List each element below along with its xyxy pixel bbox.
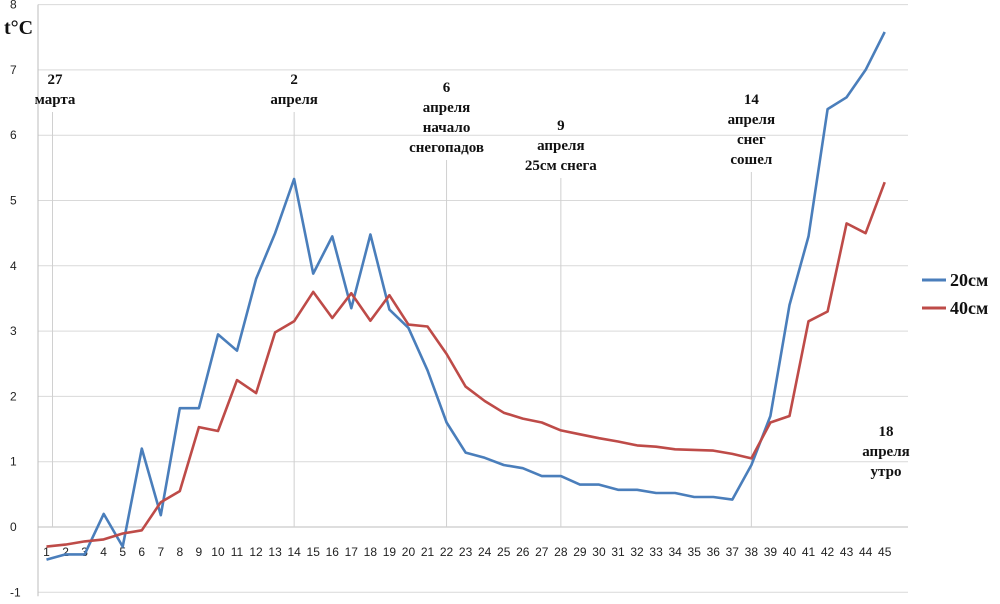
series-line-1 xyxy=(46,31,886,561)
x-tick-label: 21 xyxy=(421,545,435,559)
y-tick-label: 8 xyxy=(10,0,17,12)
annotation-text: снег xyxy=(737,132,766,148)
x-tick-label: 36 xyxy=(707,545,721,559)
annotations: 27 марта 2 апреля 6 апреля начало снегопадов 9 ап… xyxy=(35,72,910,527)
annotation-text: 25см снега xyxy=(525,158,597,174)
annotation-text: утро xyxy=(871,464,902,480)
x-tick-label: 42 xyxy=(821,545,835,559)
x-tick-label: 5 xyxy=(119,545,126,559)
x-tick-labels: 1 2 3 4 5 6 7 8 9 10 11 12 13 14 15 16 17 18 19 20 21 22 23 24 2… xyxy=(43,545,892,559)
x-tick-label: 33 xyxy=(649,545,663,559)
legend: 20см 40см xyxy=(922,270,988,318)
x-tick-label: 6 xyxy=(138,545,145,559)
y-tick-label: 2 xyxy=(10,389,17,403)
annotation-text: 9 xyxy=(557,118,565,134)
x-tick-label: 31 xyxy=(611,545,625,559)
x-tick-label: 19 xyxy=(383,545,397,559)
x-tick-label: 1 xyxy=(43,545,50,559)
annotation-text: 6 xyxy=(443,80,451,96)
x-tick-label: 15 xyxy=(307,545,321,559)
series-line-2 xyxy=(46,181,886,548)
legend-label: 40см xyxy=(950,298,988,318)
annotation-text: апреля xyxy=(862,444,909,460)
x-tick-label: 28 xyxy=(554,545,568,559)
x-tick-label: 38 xyxy=(745,545,759,559)
x-tick-label: 37 xyxy=(726,545,740,559)
x-tick-label: 30 xyxy=(592,545,606,559)
annotation-text: начало xyxy=(423,120,471,136)
annotation-text: снегопадов xyxy=(409,140,484,156)
annotation-text: 2 xyxy=(290,72,298,88)
x-tick-label: 7 xyxy=(157,545,164,559)
x-tick-label: 18 xyxy=(364,545,378,559)
x-tick-label: 45 xyxy=(878,545,892,559)
x-tick-label: 24 xyxy=(478,545,492,559)
annotation-text: апреля xyxy=(728,112,775,128)
x-tick-label: 23 xyxy=(459,545,473,559)
y-tick-label: 5 xyxy=(10,194,17,208)
x-tick-label: 11 xyxy=(231,545,244,559)
x-tick-label: 14 xyxy=(287,545,301,559)
annotation-text: апреля xyxy=(537,138,584,154)
annotation-text: апреля xyxy=(270,92,317,108)
x-tick-label: 10 xyxy=(211,545,225,559)
x-tick-label: 9 xyxy=(196,545,203,559)
y-axis-label: t°C xyxy=(4,17,33,39)
legend-label: 20см xyxy=(950,270,988,290)
y-tick-label: 1 xyxy=(10,455,17,469)
annotation-text: сошел xyxy=(730,152,772,168)
x-tick-label: 40 xyxy=(783,545,797,559)
x-tick-label: 20 xyxy=(402,545,416,559)
x-tick-label: 29 xyxy=(573,545,587,559)
y-tick-label: 4 xyxy=(10,259,17,273)
x-tick-label: 12 xyxy=(249,545,263,559)
x-tick-label: 43 xyxy=(840,545,854,559)
annotation-text: 27 xyxy=(48,72,64,88)
x-tick-label: 4 xyxy=(100,545,107,559)
annotation-text: апреля xyxy=(423,100,470,116)
annotation-text: 18 xyxy=(879,424,894,440)
x-tick-label: 35 xyxy=(688,545,702,559)
x-tick-label: 16 xyxy=(326,545,340,559)
x-tick-label: 2 xyxy=(62,545,69,559)
x-tick-label: 41 xyxy=(802,545,816,559)
x-tick-label: 26 xyxy=(516,545,530,559)
y-tick-label: -1 xyxy=(10,585,21,599)
y-tick-label: 6 xyxy=(10,128,17,142)
y-gridlines xyxy=(38,4,908,593)
y-tick-label: 7 xyxy=(10,63,17,77)
y-tick-label: 0 xyxy=(10,520,17,534)
x-tick-label: 13 xyxy=(268,545,282,559)
annotation-text: марта xyxy=(35,92,76,108)
x-tick-label: 8 xyxy=(177,545,184,559)
y-tick-label: 3 xyxy=(10,324,17,338)
x-tick-label: 25 xyxy=(497,545,511,559)
x-tick-label: 17 xyxy=(345,545,359,559)
annotation-text: 14 xyxy=(744,92,760,108)
x-tick-label: 22 xyxy=(440,545,454,559)
x-tick-label: 32 xyxy=(630,545,644,559)
x-tick-label: 27 xyxy=(535,545,549,559)
x-tick-label: 44 xyxy=(859,545,873,559)
y-tick-labels: -1 0 1 2 3 4 5 6 7 8 xyxy=(10,0,21,599)
x-tick-label: 39 xyxy=(764,545,778,559)
x-tick-label: 34 xyxy=(668,545,682,559)
